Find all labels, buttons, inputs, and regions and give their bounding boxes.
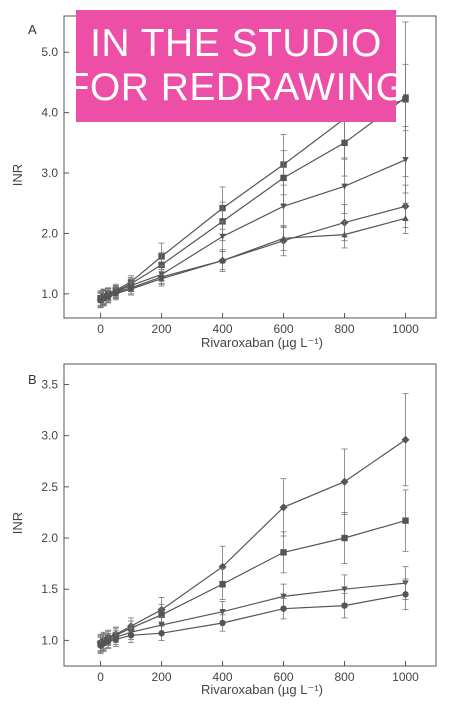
series-2 xyxy=(97,489,409,653)
data-point-triangle-down xyxy=(341,586,348,593)
y-tick-label: 5.0 xyxy=(41,45,58,59)
data-point-square xyxy=(219,580,226,588)
x-tick-label: 0 xyxy=(97,322,104,336)
data-point-square xyxy=(158,261,165,269)
data-point-square xyxy=(341,139,348,147)
data-point-triangle-down xyxy=(402,157,409,163)
y-tick-label: 2.5 xyxy=(41,480,58,494)
data-point-circle xyxy=(127,632,135,639)
data-point-circle xyxy=(219,619,226,627)
data-point-triangle-up xyxy=(219,257,226,264)
y-tick-label: 4.0 xyxy=(41,106,58,120)
series-line xyxy=(100,439,406,643)
watermark-line-2: FOR REDRAWING xyxy=(65,66,407,109)
x-tick-label: 1000 xyxy=(392,670,419,684)
series-1 xyxy=(96,393,410,652)
series-line xyxy=(100,98,406,299)
y-tick-label: 1.0 xyxy=(41,633,58,647)
data-point-square xyxy=(402,94,409,101)
x-tick-label: 800 xyxy=(335,670,355,684)
x-tick-label: 200 xyxy=(152,670,172,684)
x-tick-label: 600 xyxy=(274,322,294,336)
data-point-triangle-up xyxy=(158,275,165,282)
data-point-triangle-up xyxy=(112,290,120,297)
data-point-square xyxy=(341,534,348,542)
watermark-banner: IN THE STUDIO FOR REDRAWING xyxy=(66,10,406,122)
y-axis-label: INR xyxy=(10,164,25,186)
data-point-triangle-up xyxy=(280,235,287,241)
data-point-square xyxy=(280,549,287,556)
series-line xyxy=(100,159,406,301)
data-point-square xyxy=(280,174,287,182)
x-axis-label: Rivaroxaban (µg L⁻¹) xyxy=(201,682,323,697)
x-tick-label: 400 xyxy=(213,322,233,336)
series-line xyxy=(100,593,406,646)
x-axis-label: Rivaroxaban (µg L⁻¹) xyxy=(201,335,323,350)
series-line xyxy=(100,520,406,644)
panel-a-chart: A 0 200 400 600 800 1000 1.0 2.0 3.0 4.0 5.0 Rivarox… xyxy=(10,15,437,350)
y-tick-label: 3.0 xyxy=(41,166,58,180)
y-tick-label: 2.0 xyxy=(41,226,58,240)
data-point-square xyxy=(158,611,165,619)
series-line xyxy=(100,205,406,301)
data-point-circle xyxy=(158,630,165,637)
y-tick-label: 2.0 xyxy=(41,531,58,545)
x-tick-label: 600 xyxy=(274,670,294,684)
data-point-triangle-up xyxy=(402,215,409,222)
x-tick-label: 1000 xyxy=(392,322,419,336)
plot-frame xyxy=(63,363,437,667)
data-point-triangle-down xyxy=(280,203,287,210)
data-point-circle xyxy=(280,605,287,612)
data-point-square xyxy=(402,517,409,524)
panel-b-chart: B 0 200 400 600 800 1000 1.0 1.5 2.0 2.5 3.0 3.5 Riva… xyxy=(10,363,437,697)
y-tick-label: 1.0 xyxy=(41,287,58,301)
data-point-triangle-down xyxy=(158,622,165,629)
x-tick-label: 200 xyxy=(152,322,172,336)
x-tick-label: 0 xyxy=(97,670,104,684)
data-point-triangle-up xyxy=(341,231,348,238)
data-point-triangle-down xyxy=(219,609,226,615)
data-point-diamond xyxy=(401,435,410,444)
y-tick-label: 3.0 xyxy=(41,429,58,443)
series-2 xyxy=(97,63,409,307)
data-point-circle xyxy=(112,636,120,643)
data-point-triangle-up xyxy=(97,297,104,304)
y-tick-label: 1.5 xyxy=(41,582,58,596)
data-point-circle xyxy=(402,591,409,598)
x-tick-label: 800 xyxy=(335,322,355,336)
data-point-triangle-down xyxy=(341,183,348,190)
y-axis-label: INR xyxy=(10,512,25,534)
data-point-circle xyxy=(341,602,348,609)
panel-label: B xyxy=(28,372,37,387)
data-point-triangle-up xyxy=(127,285,135,292)
y-tick-label: 3.5 xyxy=(41,377,58,391)
series-5 xyxy=(97,202,409,309)
data-point-triangle-up xyxy=(105,293,112,300)
series-line xyxy=(100,582,406,645)
series-3 xyxy=(97,126,409,308)
series-line xyxy=(100,217,406,302)
data-point-triangle-down xyxy=(280,593,287,600)
data-point-triangle-up xyxy=(100,295,107,302)
series-3 xyxy=(97,566,409,654)
panel-label: A xyxy=(28,22,37,37)
series-4 xyxy=(97,578,409,655)
data-point-diamond xyxy=(340,477,349,486)
x-tick-label: 400 xyxy=(213,670,233,684)
data-point-circle xyxy=(105,638,112,645)
data-point-diamond xyxy=(279,503,288,512)
series-4 xyxy=(96,184,410,308)
data-point-triangle-down xyxy=(219,233,226,240)
watermark-line-1: IN THE STUDIO xyxy=(90,22,382,65)
